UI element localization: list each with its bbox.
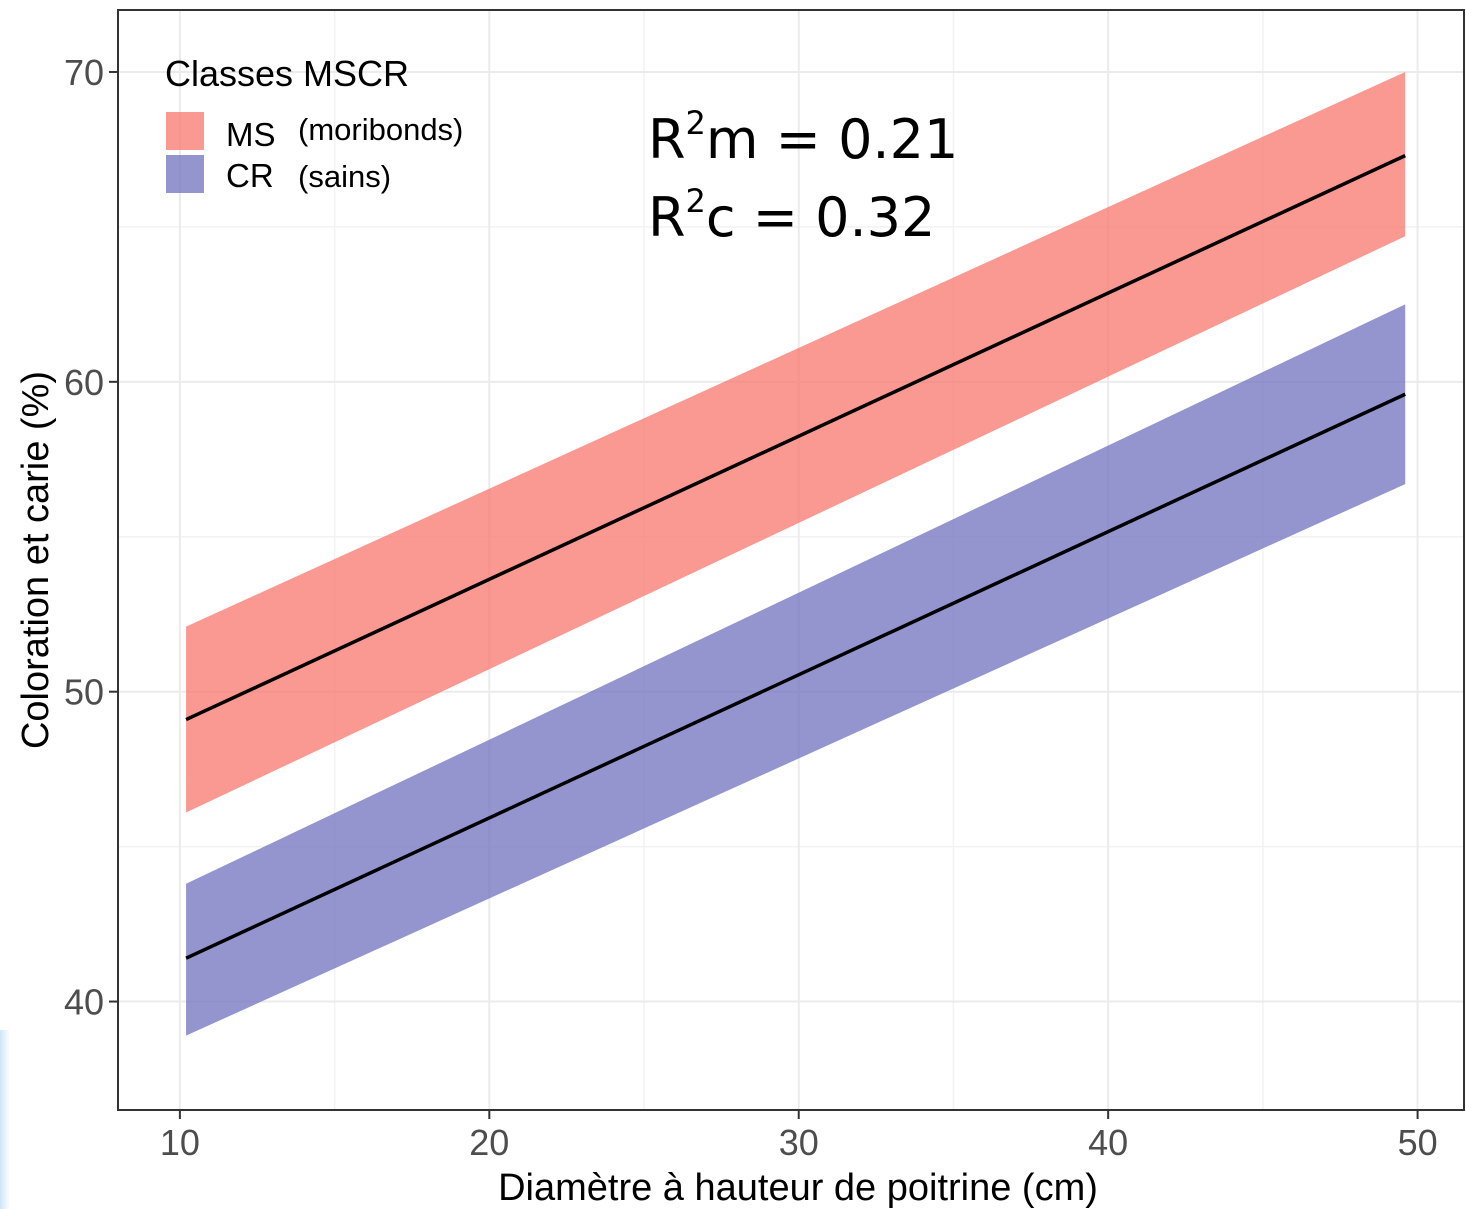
r2m-annotation: R2m = 0.21 xyxy=(648,104,958,171)
legend-label-cr: CR xyxy=(226,157,274,194)
legend-swatch-ms xyxy=(166,112,204,150)
y-tick-label: 40 xyxy=(64,982,104,1023)
band-cr xyxy=(186,304,1406,1036)
r2c-rest: c = 0.32 xyxy=(706,186,936,249)
y-tick-label: 50 xyxy=(64,672,104,713)
legend-label-ms: MS xyxy=(226,116,276,153)
fit-lines xyxy=(185,154,1406,960)
r2c-sup: 2 xyxy=(686,182,706,220)
confidence-bands xyxy=(186,71,1406,1036)
legend: Classes MSCR MS (moribonds) CR (sains) xyxy=(165,53,463,194)
r2m-sup: 2 xyxy=(686,104,706,142)
x-tick-label: 40 xyxy=(1088,1122,1128,1163)
edge-accent xyxy=(0,1030,10,1209)
legend-desc-cr: (sains) xyxy=(298,159,391,194)
plot-border xyxy=(117,9,1465,1111)
x-axis-title: Diamètre à hauteur de poitrine (cm) xyxy=(498,1167,1098,1209)
x-tick-label: 10 xyxy=(160,1122,200,1163)
legend-swatch-cr xyxy=(166,155,204,193)
y-axis: 40 50 60 70 xyxy=(64,52,118,1023)
x-tick-label: 20 xyxy=(469,1122,509,1163)
r2m-rest: m = 0.21 xyxy=(706,108,958,171)
x-tick-label: 50 xyxy=(1398,1122,1438,1163)
legend-desc-ms: (moribonds) xyxy=(298,112,463,147)
y-tick-label: 60 xyxy=(64,362,104,403)
band-ms xyxy=(186,71,1406,813)
y-tick-label: 70 xyxy=(64,52,104,93)
legend-title: Classes MSCR xyxy=(165,53,409,94)
x-tick-label: 30 xyxy=(779,1122,819,1163)
fit-line-ms xyxy=(185,154,1406,722)
r2c-annotation: R2c = 0.32 xyxy=(648,182,935,249)
x-axis: 10 20 30 40 50 xyxy=(160,1110,1438,1163)
fit-line-cr xyxy=(185,392,1406,960)
y-axis-title: Coloration et carie (%) xyxy=(15,371,57,749)
r2c-base: R xyxy=(648,186,686,249)
r2m-base: R xyxy=(648,108,686,171)
